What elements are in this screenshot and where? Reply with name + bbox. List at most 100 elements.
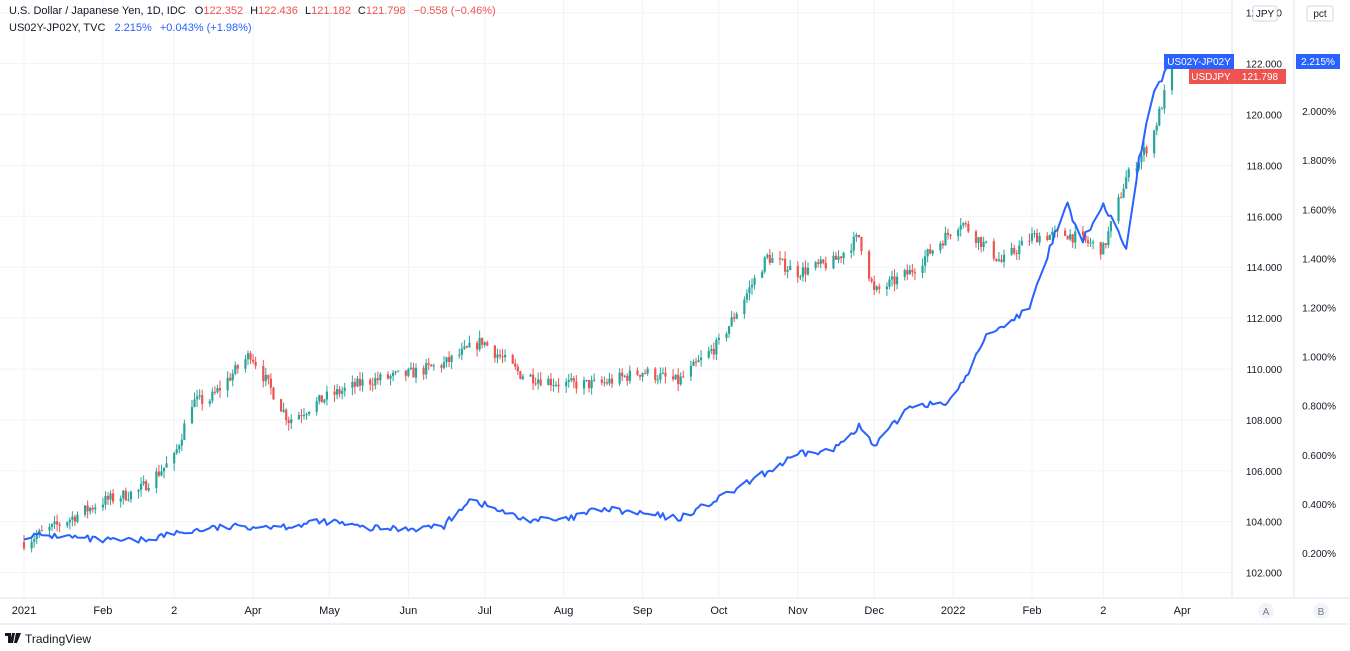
candle-body bbox=[888, 279, 891, 287]
candle-body bbox=[529, 374, 532, 377]
candle-body bbox=[412, 367, 415, 378]
right-percent-axis[interactable]: 0.200% 0.400% 0.600% 0.800% 1.000% 1.200% 1.40… bbox=[1302, 58, 1336, 560]
candle-body bbox=[104, 495, 107, 505]
compare-value-tag: 2.215% bbox=[1296, 54, 1340, 69]
svg-text:JPY: JPY bbox=[1256, 9, 1275, 20]
candle-body bbox=[323, 399, 326, 403]
candle-body bbox=[761, 271, 764, 278]
candle-body bbox=[262, 365, 265, 382]
candle-body bbox=[190, 407, 194, 424]
candle-body bbox=[145, 481, 148, 491]
tradingview-attribution[interactable]: TradingView bbox=[5, 632, 91, 646]
candle-body bbox=[819, 259, 822, 264]
candle-body bbox=[725, 333, 728, 338]
usdjpy-candles bbox=[22, 63, 1174, 553]
candle-body bbox=[768, 254, 771, 263]
candle-body bbox=[783, 258, 787, 272]
candle-body bbox=[766, 254, 769, 258]
candle-body bbox=[539, 379, 542, 386]
auto-scale-button[interactable]: A bbox=[1258, 603, 1274, 619]
main-series-legend[interactable]: U.S. Dollar / Japanese Yen, 1D, IDC O122… bbox=[9, 5, 496, 17]
candle-body bbox=[817, 262, 820, 264]
candle-body bbox=[22, 542, 26, 549]
right-tick-label: 1.200% bbox=[1302, 304, 1336, 315]
candle-body bbox=[824, 262, 827, 269]
candle-body bbox=[160, 471, 163, 476]
candle-body bbox=[379, 374, 382, 381]
candle-body bbox=[389, 376, 392, 379]
candle-body bbox=[806, 267, 810, 275]
candle-body bbox=[1030, 233, 1034, 241]
candle-body bbox=[498, 354, 502, 357]
candle-body bbox=[944, 232, 947, 246]
compare-symbol-title: US02Y-JP02Y, TVC bbox=[9, 22, 106, 34]
candle-body bbox=[992, 241, 995, 259]
b-scale-button[interactable]: B bbox=[1313, 603, 1329, 619]
candle-body bbox=[893, 276, 896, 285]
candle-body bbox=[712, 349, 715, 355]
left-tick-label: 116.000 bbox=[1247, 212, 1283, 223]
time-tick-label: Aug bbox=[554, 605, 574, 617]
candle-body bbox=[699, 357, 703, 361]
candle-body bbox=[183, 423, 186, 440]
candle-body bbox=[208, 400, 211, 404]
compare-change: +0.043% (+1.98%) bbox=[159, 22, 252, 34]
candle-body bbox=[763, 257, 766, 272]
candle-body bbox=[707, 350, 710, 358]
candle-body bbox=[959, 225, 962, 230]
candle-body bbox=[267, 374, 270, 379]
candle-body bbox=[432, 365, 435, 367]
candle-body bbox=[287, 420, 290, 424]
candle-body bbox=[671, 376, 675, 380]
candle-body bbox=[982, 241, 985, 248]
candle-body bbox=[753, 277, 756, 285]
svg-text:US02Y-JP02Y: US02Y-JP02Y bbox=[1167, 57, 1231, 68]
candle-body bbox=[71, 516, 74, 520]
candle-body bbox=[496, 354, 499, 358]
candle-body bbox=[73, 516, 77, 522]
candle-body bbox=[531, 374, 535, 384]
time-tick-label: Oct bbox=[710, 605, 727, 617]
candle-body bbox=[315, 401, 318, 412]
candle-body bbox=[486, 342, 489, 346]
low-label: L bbox=[304, 5, 312, 17]
candle-body bbox=[689, 365, 693, 377]
compare-series-legend[interactable]: US02Y-JP02Y, TVC 2.215% +0.043% (+1.98%) bbox=[9, 22, 252, 34]
candle-body bbox=[1046, 235, 1049, 240]
candle-body bbox=[941, 243, 945, 246]
candle-body bbox=[786, 270, 789, 272]
left-tick-label: 106.000 bbox=[1246, 467, 1283, 478]
candle-body bbox=[895, 276, 899, 285]
time-tick-label: Dec bbox=[864, 605, 884, 617]
candle-body bbox=[641, 373, 644, 377]
candle-body bbox=[778, 257, 782, 260]
open-value: 122.352 bbox=[203, 5, 244, 17]
candle-body bbox=[908, 269, 911, 275]
time-axis[interactable]: 2021 Feb 2 Apr May Jun Jul Aug Sep Oct Nov Dec 2022 F… bbox=[12, 605, 1191, 617]
candle-body bbox=[178, 445, 181, 450]
candle-body bbox=[995, 258, 998, 261]
candle-body bbox=[771, 257, 774, 263]
candle-body bbox=[305, 413, 308, 416]
left-tick-label: 114.000 bbox=[1247, 263, 1283, 274]
candle-body bbox=[361, 379, 364, 386]
candle-body bbox=[369, 379, 372, 385]
time-tick-label: Apr bbox=[1174, 605, 1191, 617]
left-price-axis[interactable]: 102.000 104.000 106.000 108.000 110.000 112.0… bbox=[1246, 9, 1283, 580]
candle-body bbox=[236, 365, 239, 369]
candle-body bbox=[1069, 234, 1072, 240]
candle-body bbox=[814, 262, 817, 268]
candle-body bbox=[867, 251, 871, 279]
candle-body bbox=[450, 355, 453, 363]
candle-body bbox=[40, 530, 43, 532]
candle-body bbox=[654, 368, 657, 380]
candle-body bbox=[468, 342, 471, 348]
right-tick-label: 1.600% bbox=[1302, 205, 1336, 216]
main-value-tag: 121.798 bbox=[1234, 69, 1286, 84]
time-tick-label: 2021 bbox=[12, 605, 36, 617]
time-tick-label: Feb bbox=[93, 605, 112, 617]
left-scale-label[interactable]: JPY bbox=[1252, 5, 1278, 22]
candle-body bbox=[799, 276, 802, 278]
right-scale-label[interactable]: pct bbox=[1306, 5, 1334, 22]
